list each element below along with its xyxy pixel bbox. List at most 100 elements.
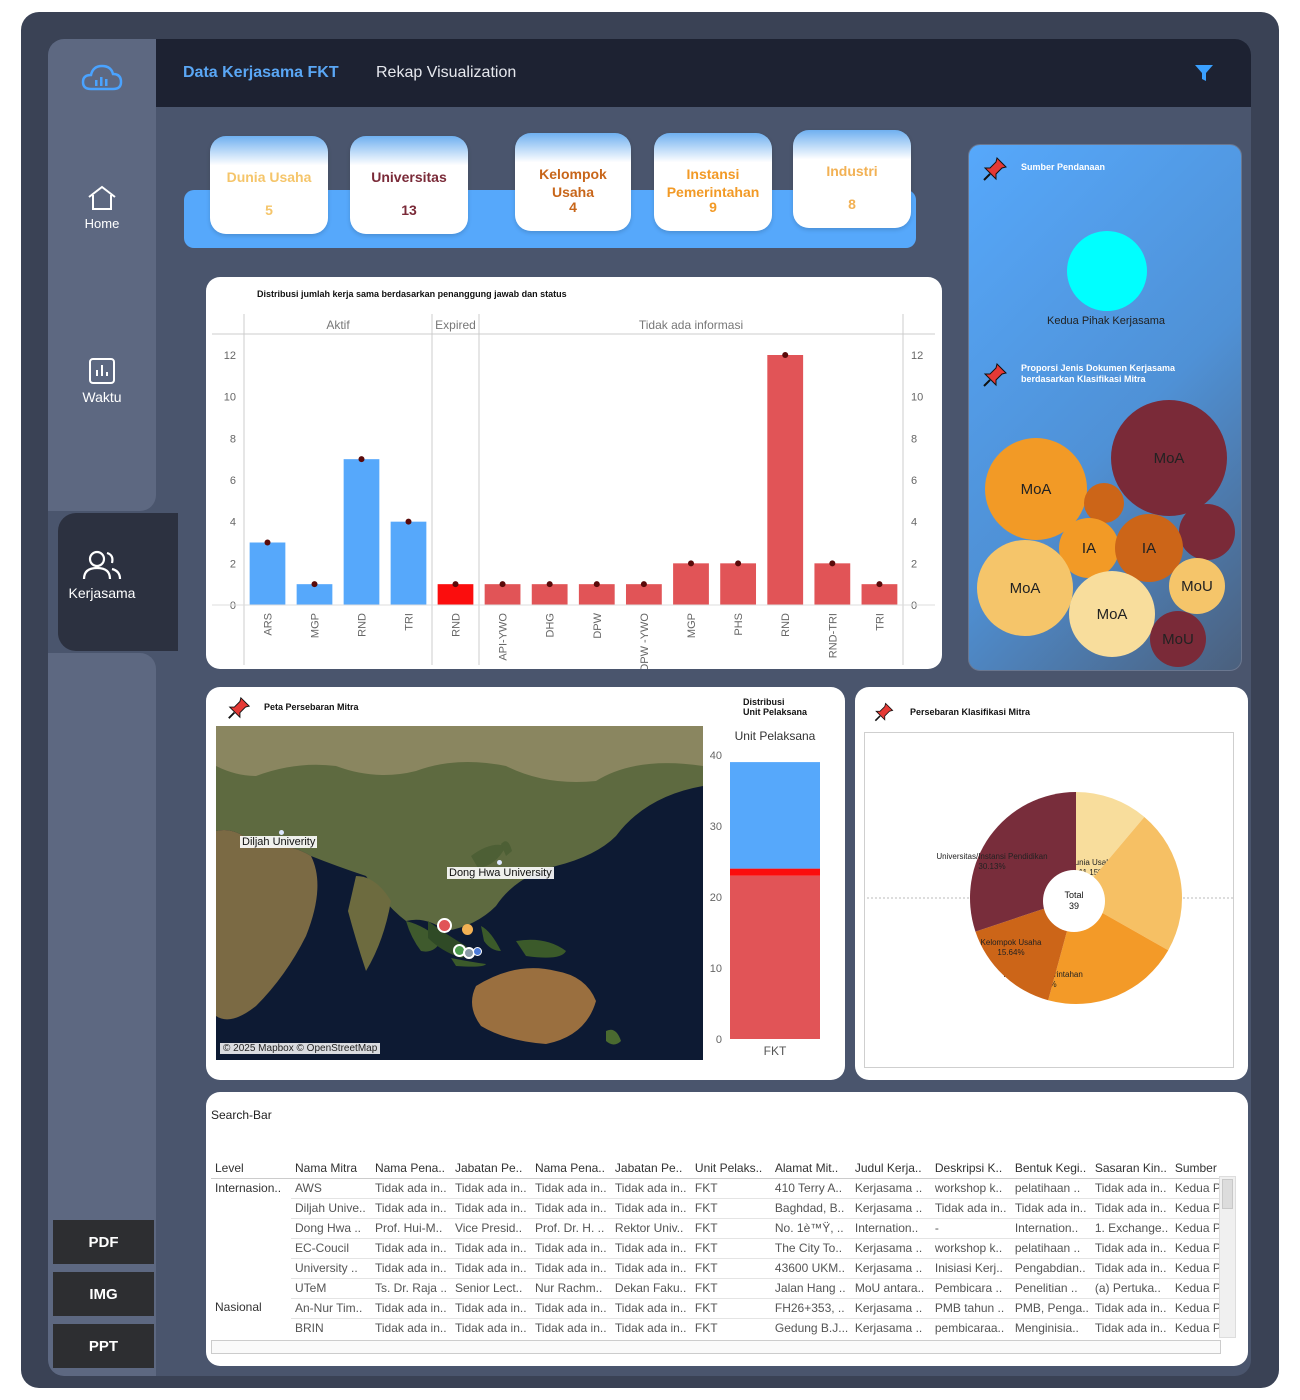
table-cell[interactable]: FKT [690, 1218, 771, 1239]
table-cell[interactable]: Internation.. [850, 1218, 931, 1239]
column-header[interactable]: Nama Mitra [290, 1158, 371, 1179]
pie-slice[interactable] [1076, 792, 1145, 898]
table-cell[interactable]: Rektor Univ.. [610, 1218, 691, 1239]
nav-waktu[interactable]: Waktu [48, 357, 156, 405]
bar[interactable] [861, 584, 898, 605]
table-cell[interactable]: Internation.. [1010, 1218, 1091, 1239]
table-cell[interactable]: Tidak ada in.. [450, 1258, 531, 1279]
table-cell[interactable]: Vice Presid.. [450, 1218, 531, 1239]
table-cell[interactable]: Inisiasi Kerj.. [930, 1258, 1011, 1279]
table-cell[interactable]: FKT [690, 1198, 771, 1219]
partner-map[interactable]: Diljah Univerity Dong Hwa University © 2… [216, 726, 703, 1060]
table-cell[interactable]: Senior Lect.. [450, 1278, 531, 1299]
unit-bar-segment[interactable] [730, 868, 820, 876]
table-cell[interactable]: FKT [690, 1278, 771, 1299]
column-header[interactable]: Nama Pena.. [370, 1158, 451, 1179]
table-cell[interactable]: Pembicara .. [930, 1278, 1011, 1299]
level-cell[interactable] [211, 1218, 291, 1238]
table-cell[interactable]: Tidak ada in.. [610, 1238, 691, 1259]
map-marker[interactable] [437, 918, 452, 933]
table-cell[interactable]: Tidak ada in.. [370, 1198, 451, 1219]
bubble[interactable] [1069, 571, 1155, 657]
table-horizontal-scrollbar[interactable] [211, 1340, 1221, 1354]
table-cell[interactable]: Kerjasama .. [850, 1238, 931, 1259]
table-cell[interactable]: Tidak ada in.. [930, 1198, 1011, 1219]
column-header[interactable]: Sasaran Kin.. [1090, 1158, 1171, 1179]
table-cell[interactable]: pelatihaan .. [1010, 1238, 1091, 1259]
table-cell[interactable]: Tidak ada in.. [370, 1258, 451, 1279]
table-cell[interactable]: Tidak ada in.. [530, 1298, 611, 1319]
table-cell[interactable]: workshop k.. [930, 1238, 1011, 1259]
table-row[interactable]: Diljah Unive.. Tidak ada in.. Tidak ada in… [211, 1198, 1221, 1219]
column-header[interactable]: Nama Pena.. [530, 1158, 611, 1179]
bubble[interactable] [985, 438, 1087, 540]
column-header[interactable]: Judul Kerja.. [850, 1158, 931, 1179]
level-cell[interactable] [211, 1278, 291, 1298]
map-marker[interactable] [279, 830, 284, 835]
map-marker[interactable] [462, 924, 473, 935]
table-cell[interactable]: Kedua P [1170, 1198, 1221, 1219]
map-marker[interactable] [473, 947, 482, 956]
bubble[interactable] [1169, 558, 1225, 614]
table-cell[interactable]: PMB, Penga.. [1010, 1298, 1091, 1319]
map-marker[interactable] [497, 860, 502, 865]
table-cell[interactable]: 1. Exchange.. [1090, 1218, 1171, 1239]
table-cell[interactable]: pembicaraa.. [930, 1318, 1011, 1338]
column-header[interactable]: Sumber [1170, 1158, 1221, 1179]
funding-bubble[interactable] [1067, 231, 1147, 311]
kpi-kelompok-usaha[interactable]: Kelompok Usaha 4 [515, 133, 631, 231]
table-cell[interactable]: Tidak ada in.. [450, 1198, 531, 1219]
kpi-universitas[interactable]: Universitas 13 [350, 136, 468, 234]
table-cell[interactable]: FKT [690, 1178, 771, 1199]
bar[interactable] [390, 521, 427, 605]
bar[interactable] [531, 584, 568, 605]
table-cell[interactable]: Tidak ada in.. [370, 1318, 451, 1338]
level-cell[interactable] [211, 1318, 291, 1338]
nav-kerjasama[interactable]: Kerjasama [48, 549, 156, 601]
table-cell[interactable]: Kedua P [1170, 1178, 1221, 1199]
column-header[interactable]: Deskripsi K.. [930, 1158, 1011, 1179]
table-cell[interactable]: Kedua P [1170, 1298, 1221, 1319]
table-row[interactable]: Nasional An-Nur Tim.. Tidak ada in.. Tidak … [211, 1298, 1221, 1319]
export-pdf-button[interactable]: PDF [53, 1220, 154, 1264]
table-cell[interactable]: Prof. Dr. H. .. [530, 1218, 611, 1239]
table-row[interactable]: EC-Coucil Tidak ada in.. Tidak ada in.. Tid… [211, 1238, 1221, 1259]
table-cell[interactable]: Dekan Faku.. [610, 1278, 691, 1299]
table-row[interactable]: Dong Hwa .. Prof. Hui-M.. Vice Presid.. Pro… [211, 1218, 1221, 1239]
bubble[interactable] [1150, 611, 1206, 667]
table-row[interactable]: Internasion.. AWS Tidak ada in.. Tidak ada … [211, 1178, 1221, 1199]
table-cell[interactable]: Tidak ada in.. [610, 1258, 691, 1279]
table-cell[interactable]: Kedua P [1170, 1258, 1221, 1279]
bubble-chart[interactable]: MoA MoA IA IA MoA MoU MoA MoU [969, 145, 1242, 671]
table-cell[interactable]: FKT [690, 1258, 771, 1279]
table-cell[interactable]: MoU antara.. [850, 1278, 931, 1299]
bar[interactable] [343, 459, 380, 605]
table-cell[interactable]: Tidak ada in.. [530, 1238, 611, 1259]
table-cell[interactable]: Tidak ada in.. [450, 1318, 531, 1338]
nav-home[interactable]: Home [48, 184, 156, 231]
table-cell[interactable]: workshop k.. [930, 1178, 1011, 1199]
table-cell[interactable]: Kerjasama .. [850, 1318, 931, 1338]
table-cell[interactable]: Tidak ada in.. [610, 1318, 691, 1338]
table-cell[interactable]: Tidak ada in.. [1090, 1238, 1171, 1259]
unit-chart[interactable]: Unit Pelaksana 0 10 20 30 40 FKT [706, 687, 845, 1080]
pie-chart[interactable]: Dunia Usaha11.15%Industri22.05%Instansi … [855, 687, 1248, 1080]
table-cell[interactable]: Tidak ada in.. [1090, 1198, 1171, 1219]
table-cell[interactable]: Tidak ada in.. [370, 1238, 451, 1259]
table-cell[interactable]: Baghdad, B.. [770, 1198, 851, 1219]
table-cell[interactable]: BRIN [290, 1318, 371, 1338]
table-cell[interactable]: Kerjasama .. [850, 1178, 931, 1199]
bubble[interactable] [1059, 518, 1119, 578]
table-cell[interactable]: pelatihaan .. [1010, 1178, 1091, 1199]
table-row[interactable]: University .. Tidak ada in.. Tidak ada in.… [211, 1258, 1221, 1279]
bar[interactable] [296, 584, 333, 605]
column-header[interactable]: Alamat Mit.. [770, 1158, 851, 1179]
bar[interactable] [720, 563, 757, 605]
table-cell[interactable]: Tidak ada in.. [1090, 1178, 1171, 1199]
table-cell[interactable]: FH26+353, .. [770, 1298, 851, 1319]
level-cell[interactable] [211, 1238, 291, 1258]
pie-slice[interactable] [975, 898, 1076, 1001]
table-cell[interactable]: Tidak ada in.. [450, 1238, 531, 1259]
table-cell[interactable]: Kerjasama .. [850, 1258, 931, 1279]
table-cell[interactable]: Tidak ada in.. [610, 1178, 691, 1199]
